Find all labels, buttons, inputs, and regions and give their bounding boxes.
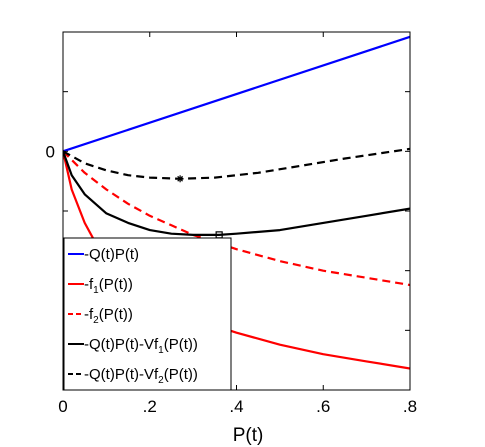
x-tick-label: .2 [143, 397, 157, 416]
x-tick-label: 0 [58, 397, 67, 416]
legend-label-1: -Q(t)P(t) [84, 246, 139, 263]
legend-label-2: -f1(P(t)) [84, 276, 133, 296]
legend: -Q(t)P(t) -f1(P(t)) -f2(P(t)) -Q(t)P(t)-Vf1… [63, 237, 232, 391]
asterisk-stroke-4 [177, 175, 183, 182]
x-axis-label: P(t) [233, 425, 264, 446]
series-group [63, 35, 410, 370]
legend-label-3: -f2(P(t)) [84, 306, 133, 326]
legend-box [63, 237, 232, 391]
axis-layer: 0 .2 .4 .6 .8 0 [46, 31, 417, 416]
legend-label-4: -Q(t)P(t)-Vf1(P(t)) [84, 336, 198, 356]
y-tick-label: 0 [46, 142, 55, 161]
plot-layer [63, 35, 410, 370]
series-line-5 [63, 147, 410, 180]
legend-label-5: -Q(t)P(t)-Vf2(P(t)) [84, 366, 198, 386]
series-line-1 [63, 35, 410, 153]
x-tick-label: .6 [316, 397, 330, 416]
marker-asterisk [176, 175, 184, 183]
x-tick-label: .8 [403, 397, 417, 416]
x-tick-label: .4 [229, 397, 243, 416]
series-line-4 [63, 150, 410, 236]
